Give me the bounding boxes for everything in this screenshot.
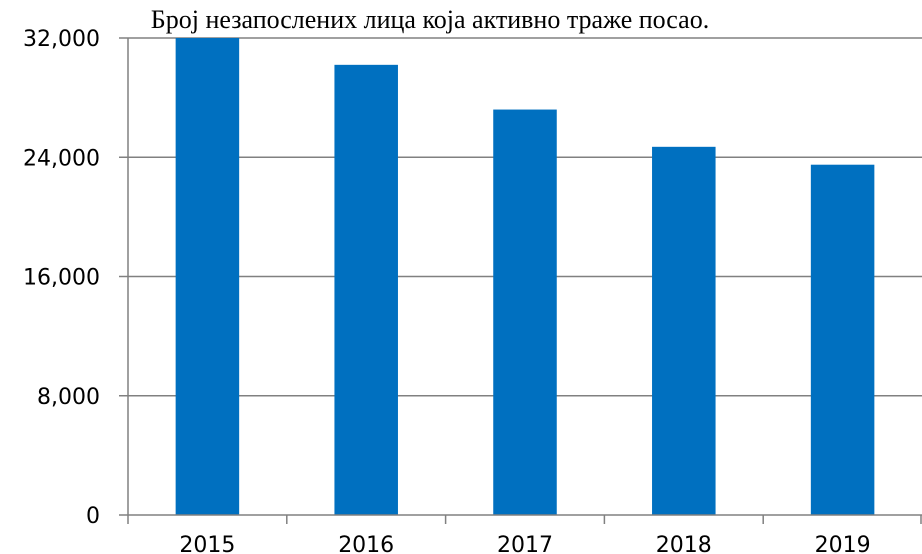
x-tick-label: 2018 <box>656 533 712 554</box>
y-tick-label: 8,000 <box>37 385 100 410</box>
y-tick-label: 24,000 <box>23 146 100 171</box>
bar-2015 <box>175 38 240 515</box>
y-tick-label: 0 <box>86 504 100 529</box>
axis-layer <box>119 37 922 524</box>
label-layer: 0 8,000 16,000 24,000 32,000 2015 2016 2017 2018… <box>23 27 871 554</box>
bar-layer <box>175 38 875 516</box>
x-tick-label: 2019 <box>815 533 871 554</box>
y-tick-label: 32,000 <box>23 27 100 52</box>
x-tick-label: 2016 <box>338 533 394 554</box>
bar-2017 <box>493 109 557 516</box>
y-tick-label: 16,000 <box>23 266 100 291</box>
x-tick-label: 2015 <box>179 533 235 554</box>
bar-2019 <box>810 164 875 515</box>
bar-2016 <box>334 64 398 516</box>
x-tick-label: 2017 <box>497 533 553 554</box>
bar-2018 <box>652 146 716 516</box>
chart-title: Број незапослених лица која активно траж… <box>151 5 709 34</box>
